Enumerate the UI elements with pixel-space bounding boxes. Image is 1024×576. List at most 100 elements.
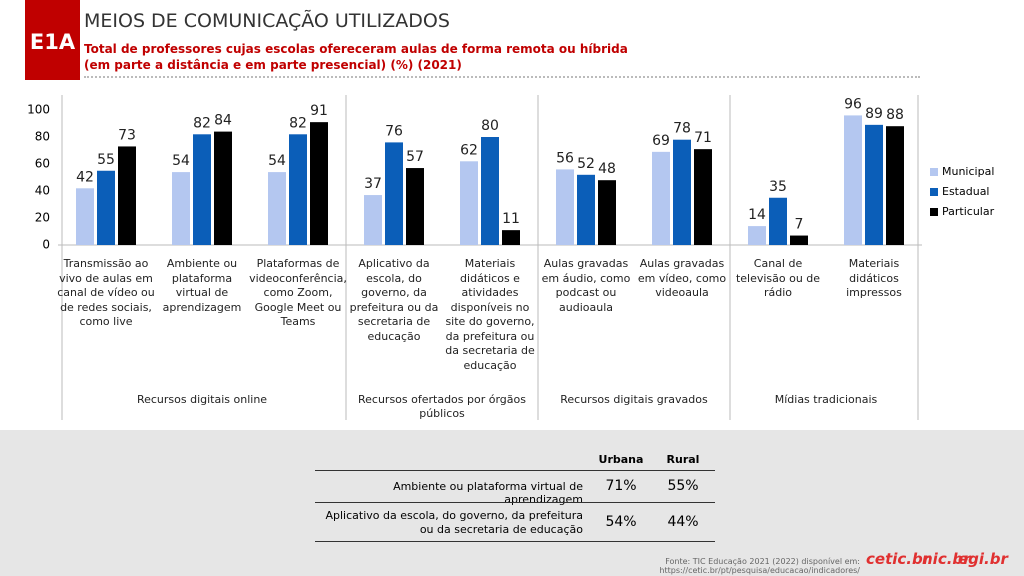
data-label: 82 — [193, 115, 211, 131]
bar — [385, 142, 403, 245]
y-tick-label: 60 — [35, 157, 50, 171]
data-label: 78 — [673, 121, 691, 137]
x-tick-label: Ambiente ou plataforma virtual de aprend… — [162, 257, 242, 314]
data-label: 71 — [694, 130, 712, 146]
legend-label: Municipal — [942, 165, 994, 178]
y-tick-label: 100 — [27, 103, 50, 117]
bar — [118, 146, 136, 245]
legend-swatch — [930, 208, 938, 216]
x-tick-label: Aulas gravadas em áudio, como podcast ou… — [541, 257, 631, 314]
rule — [315, 470, 715, 471]
legend-label: Particular — [942, 205, 995, 218]
rule — [315, 502, 715, 503]
bar — [193, 134, 211, 245]
logo: nic.br — [922, 550, 971, 568]
data-label: 62 — [460, 142, 478, 158]
x-tick-label: Canal de televisão ou de rádio — [735, 257, 821, 299]
bar — [865, 124, 883, 245]
source: Fonte: TIC Educação 2021 (2022) disponív… — [659, 557, 860, 575]
data-label: 52 — [577, 156, 595, 172]
bar — [364, 195, 382, 245]
y-tick-label: 40 — [35, 184, 50, 198]
title: MEIOS DE COMUNICAÇÃO UTILIZADOS — [84, 10, 450, 32]
group-label: Mídias tradicionais — [774, 393, 878, 406]
data-label: 69 — [652, 133, 670, 149]
subtitle: Total de professores cujas escolas ofere… — [84, 42, 628, 56]
bar — [790, 235, 808, 245]
bar — [460, 161, 478, 245]
x-tick-label: Plataformas de videoconferência, como Zo… — [249, 257, 347, 328]
legend-label: Estadual — [942, 185, 990, 198]
y-tick-label: 0 — [42, 238, 50, 252]
cell: 71% — [605, 478, 637, 494]
bar — [97, 170, 115, 245]
bar — [577, 174, 595, 245]
data-label: 54 — [268, 153, 286, 169]
data-label: 55 — [97, 152, 115, 168]
data-label: 82 — [289, 115, 307, 131]
data-label: 91 — [310, 103, 328, 119]
data-label: 54 — [172, 153, 190, 169]
subtitle: (em parte a distância e em parte presenc… — [84, 58, 462, 72]
divider — [84, 76, 920, 78]
x-tick-label: Materiais didáticos impressos — [846, 257, 902, 299]
group-label: Recursos ofertados por órgãos públicos — [357, 393, 526, 420]
data-label: 84 — [214, 113, 232, 129]
y-tick-label: 20 — [35, 211, 50, 225]
data-label: 80 — [481, 118, 499, 134]
x-tick-label: Materiais didáticos e atividades disponí… — [445, 257, 535, 372]
data-label: 96 — [844, 96, 862, 112]
bar — [172, 172, 190, 245]
bar — [214, 131, 232, 245]
bar — [694, 149, 712, 245]
cell: 55% — [667, 478, 699, 494]
bar — [481, 137, 499, 245]
bar — [748, 226, 766, 245]
col-header: Rural — [666, 453, 700, 466]
data-label: 48 — [598, 161, 616, 177]
x-tick-label: Transmissão ao vivo de aulas em canal de… — [57, 257, 155, 328]
bottom-band — [0, 430, 1024, 576]
data-label: 57 — [406, 149, 424, 165]
y-tick-label: 80 — [35, 130, 50, 144]
bar — [769, 197, 787, 245]
bar — [268, 172, 286, 245]
data-label: 37 — [364, 176, 382, 192]
bar — [886, 126, 904, 245]
bar — [76, 188, 94, 245]
data-label: 11 — [502, 211, 520, 227]
bar — [406, 168, 424, 245]
group-label: Recursos digitais gravados — [560, 393, 708, 406]
data-label: 89 — [865, 106, 883, 122]
cell: 54% — [605, 514, 637, 530]
bar — [652, 151, 670, 245]
bar — [598, 180, 616, 245]
legend-swatch — [930, 188, 938, 196]
badge: E1A — [29, 30, 76, 54]
bar — [310, 122, 328, 245]
data-label: 56 — [556, 150, 574, 166]
legend-swatch — [930, 168, 938, 176]
bar — [502, 230, 520, 245]
x-tick-label: Aulas gravadas em vídeo, como videoaula — [637, 257, 727, 299]
rule — [315, 541, 715, 542]
col-header: Urbana — [598, 453, 644, 466]
logo: egi.br — [958, 550, 1008, 568]
bar — [289, 134, 307, 245]
bar — [556, 169, 574, 245]
bar — [844, 115, 862, 246]
x-tick-label: Aplicativo da escola, do governo, da pre… — [349, 257, 439, 343]
group-label: Recursos digitais online — [136, 393, 268, 406]
data-label: 76 — [385, 123, 403, 139]
bar — [673, 139, 691, 245]
data-label: 42 — [76, 169, 94, 185]
logo: cetic.br — [866, 550, 931, 568]
data-label: 7 — [795, 217, 804, 233]
badge-box — [25, 0, 80, 80]
row-label: Aplicativo da escola, do governo, da pre… — [325, 509, 583, 536]
data-label: 14 — [748, 207, 766, 223]
cell: 44% — [667, 514, 699, 530]
data-label: 88 — [886, 107, 904, 123]
